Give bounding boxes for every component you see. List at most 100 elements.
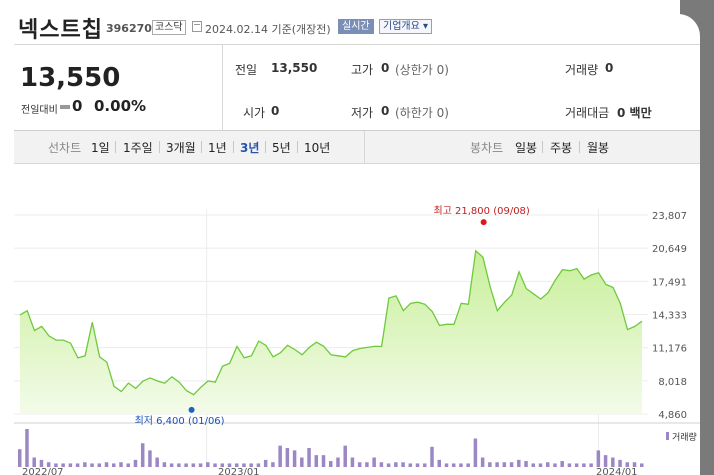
- volume-bar: [213, 463, 217, 467]
- change-value: 0: [72, 97, 83, 115]
- y-tick-label: 23,807: [652, 211, 687, 222]
- period-1w[interactable]: 1주일: [123, 141, 153, 155]
- volume-bar: [321, 455, 326, 467]
- low-marker: [188, 406, 195, 413]
- volume-bar: [234, 463, 239, 467]
- volume-bar: [329, 461, 333, 467]
- candle-monthly[interactable]: 월봉: [587, 141, 610, 155]
- volume-bar: [191, 463, 196, 467]
- volume-bar: [466, 463, 470, 467]
- volume-bar: [198, 463, 203, 467]
- stock-card: 넥스트칩 396270 코스닥 2024.02.14 기준(개장전) 실시간 기…: [14, 14, 700, 475]
- prev-close-value: 13,550: [271, 61, 318, 75]
- volume-bar: [574, 463, 579, 467]
- low-annotation: 최저 6,400 (01/06): [135, 415, 225, 427]
- low-label: 저가: [351, 106, 374, 120]
- volume-bar: [488, 462, 492, 467]
- volume-bar: [582, 463, 586, 467]
- volume-bar: [112, 463, 116, 467]
- volume-bar: [603, 455, 608, 467]
- volume-bar: [611, 457, 615, 467]
- volume-legend-icon: [666, 432, 669, 440]
- volume-bar: [119, 462, 123, 467]
- company-info-dropdown[interactable]: 기업개요 ▾: [379, 19, 432, 34]
- period-3y[interactable]: 3년: [240, 141, 260, 155]
- volume-bar: [249, 463, 253, 467]
- volume-bar: [640, 463, 644, 467]
- volume-bar: [104, 462, 109, 467]
- period-1y[interactable]: 1년: [208, 141, 227, 155]
- volume-bar: [408, 463, 413, 467]
- volume-bar: [307, 448, 311, 467]
- volume-bar: [83, 462, 87, 467]
- volume-bar: [68, 463, 73, 467]
- volume-bar: [596, 450, 601, 467]
- period-3m[interactable]: 3개월: [166, 141, 196, 155]
- period-5y[interactable]: 5년: [272, 141, 291, 155]
- volume-label: 거래량: [565, 63, 599, 77]
- period-separator: [297, 141, 298, 153]
- volume-bar: [517, 459, 521, 467]
- volume-bar: [32, 457, 36, 467]
- stock-name: 넥스트칩: [18, 18, 103, 43]
- candle-weekly[interactable]: 주봉: [550, 141, 573, 155]
- volume-bar: [509, 462, 514, 467]
- realtime-button[interactable]: 실시간: [338, 19, 374, 34]
- volume-bar: [394, 462, 398, 467]
- volume-bar: [365, 462, 369, 467]
- volume-bar: [437, 459, 441, 467]
- volume-bar: [278, 445, 282, 467]
- volume-bar: [263, 459, 268, 467]
- y-tick-label: 17,491: [652, 277, 687, 288]
- volume-bar: [177, 463, 181, 467]
- volume-bar: [625, 462, 630, 467]
- y-tick-label: 11,176: [652, 344, 687, 355]
- volume-bar: [567, 463, 572, 467]
- y-tick-label: 14,333: [652, 311, 687, 322]
- period-1d[interactable]: 1일: [91, 141, 110, 155]
- stock-header: 넥스트칩 396270 코스닥 2024.02.14 기준(개장전) 실시간 기…: [14, 14, 700, 45]
- volume-bar: [314, 455, 319, 467]
- volume-bar: [589, 463, 593, 467]
- x-axis: 2022/07 2023/01 2024/01: [22, 467, 638, 475]
- volume-bar: [386, 463, 391, 467]
- window-edge: [698, 0, 714, 475]
- candle-separator: [579, 141, 580, 153]
- volume-bar: [459, 463, 463, 467]
- high-label: 고가: [351, 63, 374, 77]
- volume-bar: [292, 450, 297, 467]
- volume-bar: [54, 463, 58, 467]
- volume-bar: [206, 462, 210, 467]
- quote-date: 2024.02.14 기준(개장전): [205, 23, 331, 36]
- volume-bar: [285, 448, 290, 467]
- volume-bar: [343, 445, 347, 467]
- period-separator: [159, 141, 160, 153]
- period-separator: [201, 141, 202, 153]
- volume-bar: [372, 457, 376, 467]
- volume-bar: [524, 461, 528, 467]
- current-price: 13,550: [20, 63, 121, 93]
- price-area: [20, 250, 642, 414]
- volume-bar: [430, 446, 434, 467]
- market-badge: 코스닥: [152, 20, 186, 35]
- volume-bar: [242, 463, 246, 467]
- candle-chart-label: 봉차트: [470, 141, 504, 155]
- candle-daily[interactable]: 일봉: [515, 141, 538, 155]
- volume-value: 0: [605, 61, 614, 75]
- volume-bar: [451, 463, 456, 467]
- x-tick-label: 2023/01: [218, 467, 260, 475]
- volume-bar: [545, 462, 550, 467]
- trade-amount-label: 거래대금: [565, 106, 610, 120]
- volume-legend: 거래량: [672, 431, 697, 443]
- prev-close-label: 전일: [235, 63, 258, 77]
- open-label: 시가: [243, 106, 266, 120]
- high-marker: [480, 219, 487, 226]
- price-chart[interactable]: 23,807 20,649 17,491 14,333 11,176 8,018 4,860…: [14, 164, 700, 475]
- period-10y[interactable]: 10년: [304, 141, 331, 155]
- volume-bar: [256, 463, 261, 467]
- y-tick-label: 4,860: [658, 410, 687, 421]
- y-tick-label: 8,018: [658, 377, 687, 388]
- high-value: 0: [381, 61, 390, 75]
- volume-bar: [401, 462, 405, 467]
